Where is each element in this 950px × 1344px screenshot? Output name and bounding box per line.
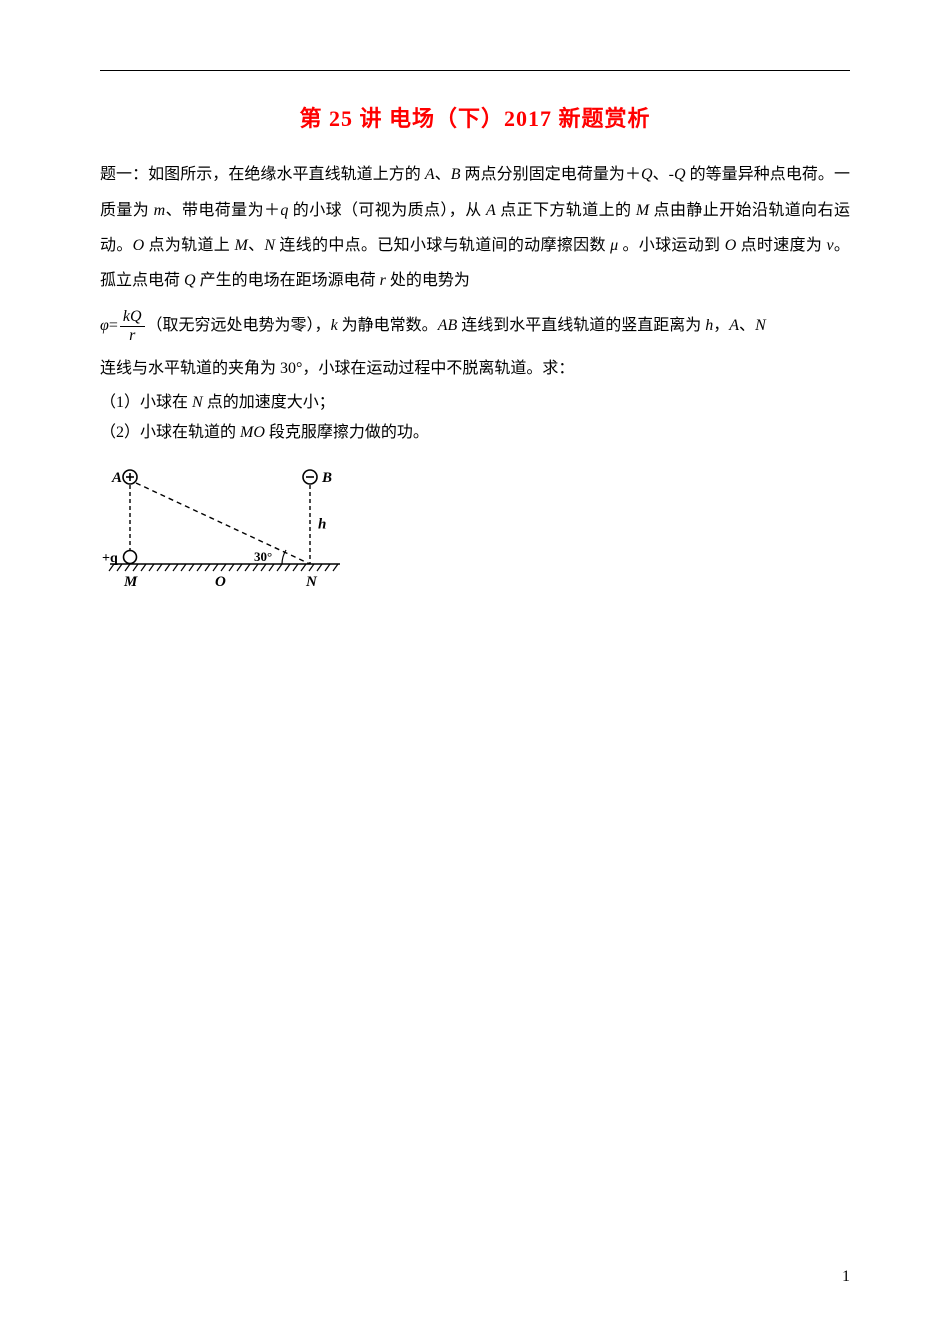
t13: 点时速度为 <box>736 237 826 254</box>
q1b: 点的加速度大小； <box>203 394 335 411</box>
t12: 。小球运动到 <box>618 237 725 254</box>
sym-m: m <box>154 202 166 219</box>
q2a: （2）小球在轨道的 <box>100 424 240 441</box>
t1: 、 <box>435 166 451 183</box>
frac-num: kQ <box>120 308 145 327</box>
svg-text:+q: +q <box>102 551 118 566</box>
sym-A: A <box>425 166 435 183</box>
t16: 处的电势为 <box>386 272 470 289</box>
sym-N: N <box>264 237 275 254</box>
sym-k: k <box>331 317 338 334</box>
t15: 产生的电场在距场源电荷 <box>196 272 380 289</box>
svg-text:N: N <box>305 574 318 590</box>
diagram-svg: A B M O Nh +q 30° <box>100 459 360 594</box>
svg-text:h: h <box>318 516 326 532</box>
last-line: 连线与水平轨道的夹角为 30°，小球在运动过程中不脱离轨道。求： <box>100 351 850 386</box>
sym-O2: O <box>725 237 737 254</box>
sym-AB: AB <box>438 317 458 334</box>
phi: φ <box>100 317 109 334</box>
page: 第 25 讲 电场（下）2017 新题赏析 题一：如图所示，在绝缘水平直线轨道上… <box>0 0 950 1344</box>
sym-Qn: Q <box>674 166 686 183</box>
q1-N: N <box>192 394 203 411</box>
sym-Qp: Q <box>641 166 653 183</box>
t6: 的小球（可视为质点），从 <box>288 202 486 219</box>
t18: 为静电常数。 <box>338 317 438 334</box>
sym-A2: A <box>486 202 496 219</box>
frac-den: r <box>120 327 145 345</box>
svg-text:O: O <box>215 574 226 590</box>
t11: 连线的中点。已知小球与轨道间的动摩擦因数 <box>275 237 610 254</box>
fraction: kQr <box>120 308 145 344</box>
t19: 连线到水平直线轨道的竖直距离为 <box>457 317 705 334</box>
svg-text:30°: 30° <box>254 549 272 564</box>
q1a: （1）小球在 <box>100 394 192 411</box>
top-rule <box>100 70 850 71</box>
t2: 两点分别固定电荷量为＋ <box>461 166 642 183</box>
t22: 连线与水平轨道的夹角为 30°，小球在运动过程中不脱离轨道。求： <box>100 360 574 377</box>
text-lead: 题一：如图所示，在绝缘水平直线轨道上方的 <box>100 166 425 183</box>
equals: = <box>109 317 118 334</box>
page-number: 1 <box>842 1259 850 1294</box>
question-1: （1）小球在 N 点的加速度大小； <box>100 388 850 418</box>
svg-text:M: M <box>123 574 138 590</box>
sym-B: B <box>451 166 461 183</box>
sym-O: O <box>133 237 145 254</box>
svg-text:A: A <box>111 470 122 486</box>
t7: 点正下方轨道上的 <box>496 202 636 219</box>
sym-M: M <box>636 202 649 219</box>
figure: A B M O Nh +q 30° <box>100 459 850 607</box>
sym-v: v <box>826 237 833 254</box>
t5: 、带电荷量为＋ <box>165 202 280 219</box>
svg-text:B: B <box>321 470 332 486</box>
lecture-title: 第 25 讲 电场（下）2017 新题赏析 <box>100 95 850 143</box>
t17: （取无穷远处电势为零）， <box>147 317 331 334</box>
t10: 、 <box>248 237 265 254</box>
t20: ， <box>713 317 729 334</box>
sym-AN-N: N <box>755 317 766 334</box>
questions: （1）小球在 N 点的加速度大小； （2）小球在轨道的 MO 段克服摩擦力做的功… <box>100 388 850 449</box>
t9: 点为轨道上 <box>144 237 234 254</box>
sym-AN-A: A <box>729 317 739 334</box>
formula-line: φ=kQr（取无穷远处电势为零），k 为静电常数。AB 连线到水平直线轨道的竖直… <box>100 308 850 344</box>
sym-Q2: Q <box>184 272 196 289</box>
sym-mu: μ <box>610 237 618 254</box>
t3: 、- <box>653 166 674 183</box>
q2b: 段克服摩擦力做的功。 <box>265 424 429 441</box>
sym-M2: M <box>234 237 247 254</box>
problem-text: 题一：如图所示，在绝缘水平直线轨道上方的 A、B 两点分别固定电荷量为＋Q、-Q… <box>100 157 850 298</box>
q2-MO: MO <box>240 424 265 441</box>
t21: 、 <box>739 317 755 334</box>
question-2: （2）小球在轨道的 MO 段克服摩擦力做的功。 <box>100 418 850 448</box>
